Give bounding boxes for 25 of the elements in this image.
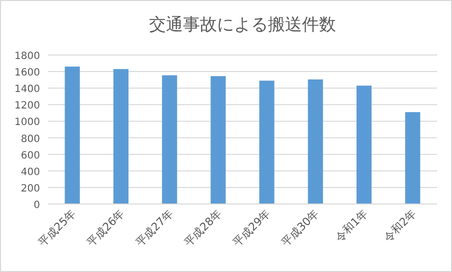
x-tick-label: 平成27年 [133,206,176,250]
y-tick-label: 1000 [14,117,40,128]
y-tick-label: 1400 [14,84,40,96]
bar [64,66,80,204]
x-tick-label: 平成26年 [84,206,128,250]
y-tick-label: 800 [20,134,40,145]
x-tick-label: 平成28年 [182,206,224,250]
chart-title: 交通事故による搬送件数 [149,15,336,35]
x-tick-label: 平成29年 [230,206,273,250]
y-tick-label: 400 [20,166,40,178]
bar [162,75,178,204]
y-tick-label: 200 [20,183,40,194]
bar [259,80,274,204]
bar [308,79,323,204]
y-tick-label: 600 [20,150,40,162]
y-tick-label: 1200 [14,100,40,112]
bar [210,76,226,204]
bar [405,112,420,204]
y-tick-label: 1600 [14,68,40,79]
x-tick-label: 平成30年 [279,206,322,250]
x-tick-label: 令和1年 [332,206,370,244]
bar [356,86,372,204]
x-tick-label: 令和2年 [381,206,419,244]
bar [113,69,128,204]
y-tick-label: 1800 [14,51,40,62]
